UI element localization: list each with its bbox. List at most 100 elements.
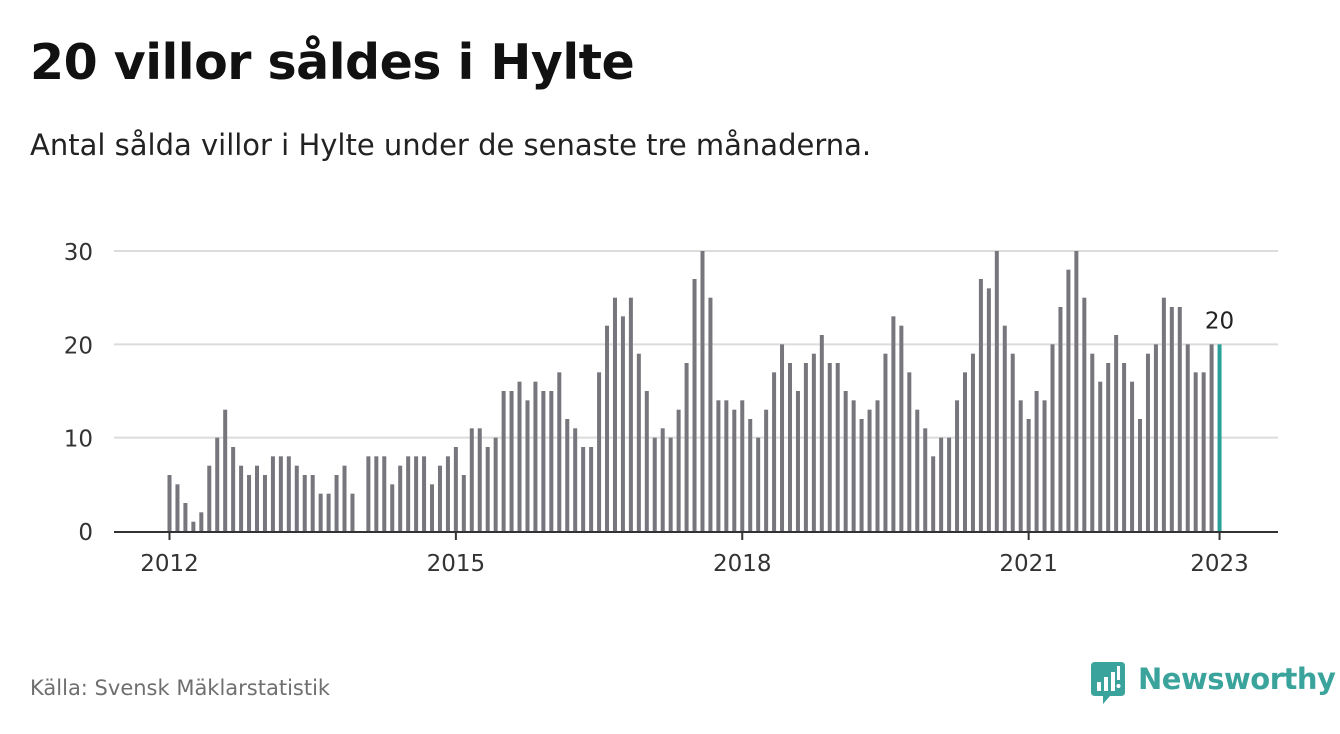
bar <box>899 325 904 531</box>
annotations: 20 <box>1205 308 1234 334</box>
bar <box>597 372 602 531</box>
latest-value-label: 20 <box>1205 308 1234 334</box>
bar <box>803 363 808 531</box>
bar <box>390 484 395 531</box>
bar <box>398 465 403 531</box>
bar <box>255 465 259 531</box>
bar <box>175 484 180 531</box>
bar <box>485 447 490 531</box>
bar <box>477 428 482 531</box>
bar <box>605 325 610 531</box>
bar <box>1106 363 1111 531</box>
bar <box>1082 297 1087 531</box>
bar <box>859 419 864 531</box>
bar <box>764 409 769 531</box>
bar <box>1098 381 1103 531</box>
bar <box>326 493 331 531</box>
bar <box>1130 381 1135 531</box>
bar <box>732 409 737 531</box>
bar <box>1114 335 1119 531</box>
bar <box>660 428 665 531</box>
bar <box>310 475 315 531</box>
bar <box>955 400 960 531</box>
bar <box>644 391 649 531</box>
x-axis: 2012 2015 2018 2021 2023 <box>114 531 1278 577</box>
bar <box>994 251 999 531</box>
bar <box>302 475 307 531</box>
bar <box>1042 400 1047 531</box>
bar <box>589 447 594 531</box>
bar <box>1018 400 1023 531</box>
bar <box>819 335 824 531</box>
y-tick-label: 0 <box>78 520 93 546</box>
bar <box>430 484 435 531</box>
bar <box>1050 344 1055 531</box>
bar <box>652 437 657 531</box>
bar <box>740 400 745 531</box>
bar <box>915 409 920 531</box>
x-tick-label: 2023 <box>1190 551 1249 577</box>
bar <box>1161 297 1166 531</box>
bar <box>374 456 379 531</box>
bar <box>947 437 952 531</box>
bar <box>191 521 196 531</box>
bar <box>1010 353 1015 531</box>
bar <box>1177 307 1182 531</box>
chart-subtitle: Antal sålda villor i Hylte under de sena… <box>30 128 872 162</box>
bar <box>986 288 991 531</box>
bar <box>167 475 172 531</box>
bar <box>978 279 983 531</box>
bar <box>835 363 840 531</box>
y-tick-label: 20 <box>64 333 93 359</box>
bar <box>780 344 785 531</box>
bar <box>612 297 617 531</box>
brand-name: Newsworthy <box>1138 662 1336 696</box>
bar <box>1209 344 1214 531</box>
bar <box>939 437 944 531</box>
bar <box>445 456 450 531</box>
bar <box>923 428 928 531</box>
bar <box>811 353 816 531</box>
y-axis: 0 10 20 30 <box>64 240 93 546</box>
x-tick-label: 2012 <box>140 551 199 577</box>
bar <box>278 456 283 531</box>
bar <box>318 493 323 531</box>
bar <box>541 391 546 531</box>
bar <box>668 437 673 531</box>
bar <box>970 353 975 531</box>
bar <box>676 409 681 531</box>
bar <box>461 475 466 531</box>
bar <box>1002 325 1007 531</box>
bar <box>700 251 705 531</box>
bar <box>334 475 339 531</box>
bar <box>294 465 299 531</box>
bar <box>183 503 188 531</box>
bar <box>581 447 586 531</box>
y-tick-label: 30 <box>64 240 93 266</box>
bar <box>501 391 506 531</box>
bar <box>795 391 800 531</box>
x-tick-label: 2018 <box>713 551 772 577</box>
bar <box>620 316 625 531</box>
bar <box>1066 269 1071 531</box>
bar <box>692 279 697 531</box>
bar-latest <box>1217 344 1222 531</box>
bar <box>1138 419 1143 531</box>
bar <box>207 465 212 531</box>
bar <box>1169 307 1174 531</box>
y-tick-label: 10 <box>64 427 93 453</box>
bar <box>414 456 419 531</box>
bar <box>1074 251 1079 531</box>
bar <box>286 456 291 531</box>
bar <box>1034 391 1039 531</box>
bar <box>342 465 347 531</box>
bar <box>787 363 792 531</box>
bar <box>469 428 474 531</box>
bar <box>851 400 856 531</box>
bar <box>628 297 633 531</box>
bar <box>223 409 228 531</box>
bar <box>517 381 522 531</box>
bar-chart: 0 10 20 30 2012 2015 2018 2021 2023 20 <box>64 240 1278 577</box>
bar <box>748 419 753 531</box>
bar <box>525 400 530 531</box>
